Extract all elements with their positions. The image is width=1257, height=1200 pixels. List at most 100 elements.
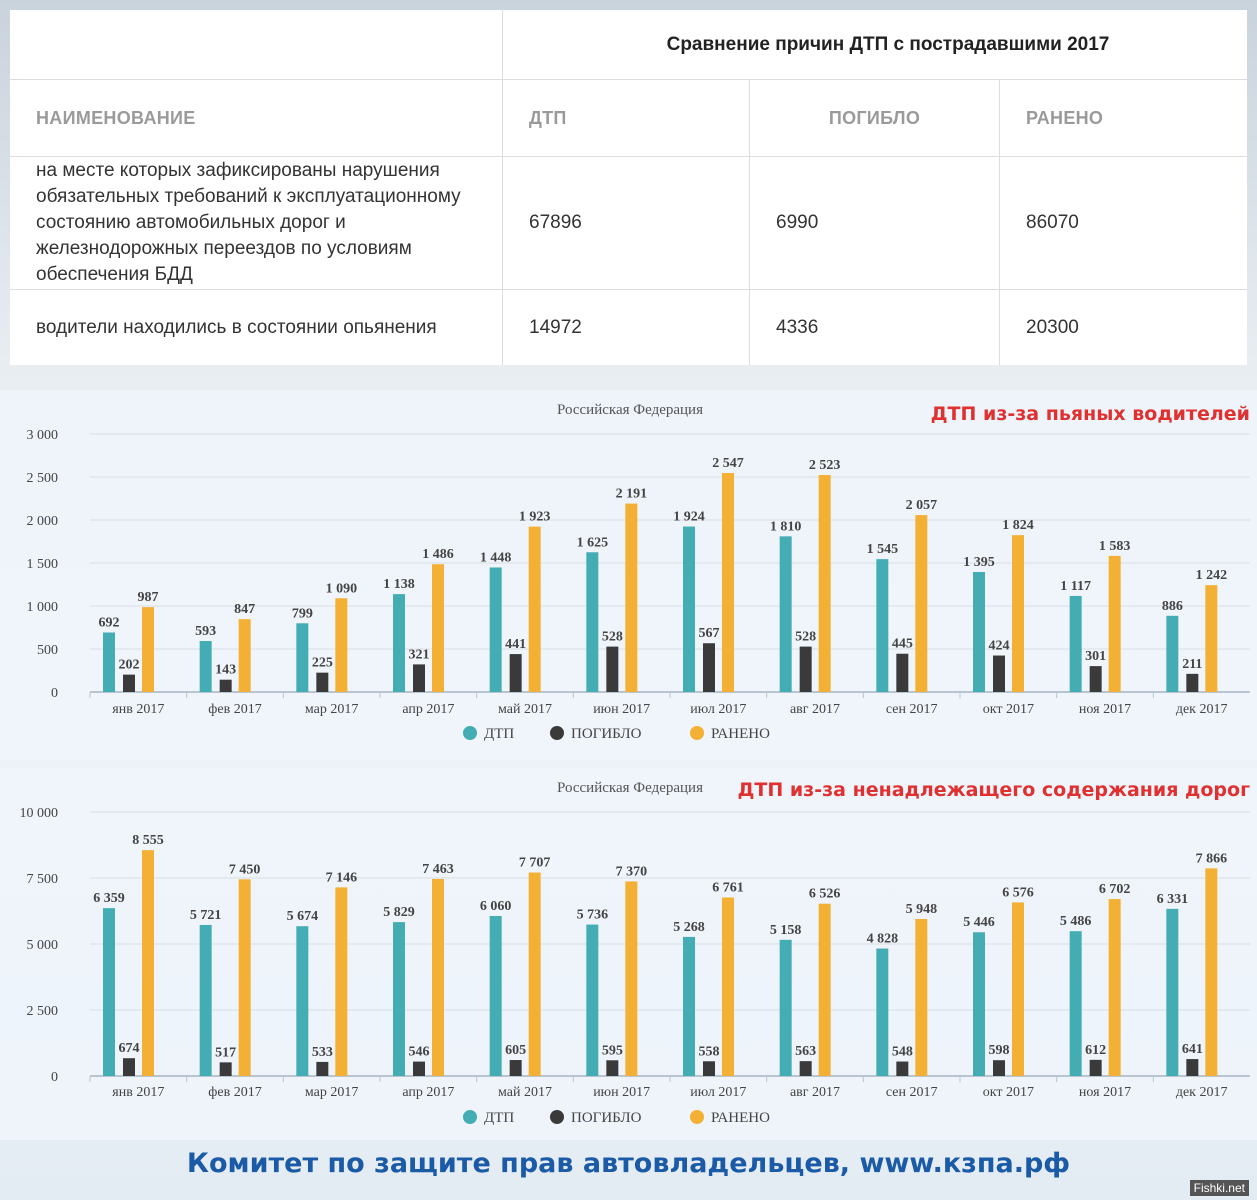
bar-погибло xyxy=(509,1060,522,1076)
bar-дтп xyxy=(683,936,695,1076)
bar-дтп xyxy=(586,552,599,692)
data-label: 799 xyxy=(292,606,313,621)
bar-ранено xyxy=(1205,585,1218,692)
data-label: 692 xyxy=(99,615,120,630)
data-label: 1 625 xyxy=(577,535,609,550)
data-label: 1 090 xyxy=(326,581,358,596)
bar-дтп xyxy=(1069,595,1082,692)
y-tick-label: 2 500 xyxy=(27,471,59,486)
bar-погибло xyxy=(993,1060,1005,1076)
bar-ранено xyxy=(142,850,154,1076)
bar-ранено xyxy=(528,872,541,1076)
bar-дтп xyxy=(876,948,889,1076)
x-tick-label: авг 2017 xyxy=(790,1085,840,1100)
bar-ранено xyxy=(722,472,734,692)
header-killed: ПОГИБЛО xyxy=(750,80,1000,157)
data-label: 567 xyxy=(699,626,720,641)
data-label: 517 xyxy=(215,1045,236,1060)
data-label: 7 146 xyxy=(326,870,358,885)
bar-ранено xyxy=(335,887,348,1076)
x-tick-label: мар 2017 xyxy=(305,1085,358,1100)
bar-ранено xyxy=(238,619,251,692)
bar-дтп xyxy=(973,572,985,692)
legend-label: РАНЕНО xyxy=(711,726,770,742)
data-label: 612 xyxy=(1085,1043,1106,1058)
bar-ранено xyxy=(238,879,251,1076)
bar-дтп xyxy=(393,594,405,692)
x-tick-label: май 2017 xyxy=(498,1085,552,1100)
bar-погибло xyxy=(123,1058,135,1076)
bar-погибло xyxy=(123,674,135,692)
bar-дтп xyxy=(103,632,115,692)
bar-погибло xyxy=(316,1061,329,1076)
bar-погибло xyxy=(799,1061,812,1076)
data-label: 1 486 xyxy=(422,547,454,562)
x-tick-label: май 2017 xyxy=(498,702,552,717)
legend-marker xyxy=(690,726,704,740)
chart-drunk-drivers: Российская Федерация ДТП из-за пьяных вод… xyxy=(0,390,1257,760)
data-label: 5 674 xyxy=(287,909,319,924)
bar-погибло xyxy=(219,679,232,692)
data-label: 4 828 xyxy=(867,932,899,947)
data-label: 7 866 xyxy=(1196,851,1228,866)
row-2-name: водители находились в состоянии опьянени… xyxy=(10,290,503,365)
y-tick-label: 2 500 xyxy=(27,1004,59,1019)
data-label: 528 xyxy=(795,630,816,645)
x-tick-label: янв 2017 xyxy=(112,1085,164,1100)
data-label: 563 xyxy=(795,1044,816,1059)
data-label: 2 523 xyxy=(809,458,841,473)
data-label: 987 xyxy=(138,590,159,605)
data-label: 6 702 xyxy=(1099,882,1131,897)
y-tick-label: 10 000 xyxy=(20,806,59,821)
y-tick-label: 500 xyxy=(37,643,58,658)
data-label: 7 370 xyxy=(616,864,648,879)
data-label: 6 761 xyxy=(712,881,744,896)
bar-дтп xyxy=(199,641,212,692)
row-1-injured: 86070 xyxy=(1000,157,1247,290)
x-tick-label: июн 2017 xyxy=(593,1085,650,1100)
data-label: 1 923 xyxy=(519,510,551,525)
data-label: 6 576 xyxy=(1002,885,1034,900)
bar-дтп xyxy=(876,559,889,692)
data-label: 6 060 xyxy=(480,899,512,914)
x-tick-label: ноя 2017 xyxy=(1079,702,1131,717)
data-label: 6 526 xyxy=(809,887,841,902)
data-label: 1 448 xyxy=(480,550,512,565)
legend-marker xyxy=(550,726,564,740)
chart-road-maintenance-svg: Российская Федерация ДТП из-за ненадлежащ… xyxy=(20,779,1251,1126)
bar-погибло xyxy=(1089,1059,1102,1076)
header-dtp: ДТП xyxy=(503,80,750,157)
data-label: 211 xyxy=(1182,657,1202,672)
legend-label: ПОГИБЛО xyxy=(571,1110,642,1126)
bar-погибло xyxy=(1186,673,1199,692)
data-label: 225 xyxy=(312,656,333,671)
bar-ранено xyxy=(1108,899,1121,1076)
legend-label: РАНЕНО xyxy=(711,1110,770,1126)
x-tick-label: сен 2017 xyxy=(886,1085,938,1100)
y-tick-label: 0 xyxy=(51,686,58,701)
data-label: 674 xyxy=(119,1041,140,1056)
bar-погибло xyxy=(896,653,909,692)
bar-дтп xyxy=(199,924,212,1076)
footer-text: Комитет по защите прав автовладельцев, w… xyxy=(186,1148,1071,1179)
y-tick-label: 5 000 xyxy=(27,938,59,953)
x-tick-label: янв 2017 xyxy=(112,702,164,717)
data-label: 1 138 xyxy=(383,577,415,592)
bar-погибло xyxy=(413,1061,425,1076)
data-label: 548 xyxy=(892,1045,913,1060)
bar-ранено xyxy=(528,526,541,692)
bar-ранено xyxy=(432,878,444,1076)
data-label: 641 xyxy=(1182,1042,1203,1057)
legend-marker xyxy=(550,1110,564,1124)
y-tick-label: 7 500 xyxy=(27,872,59,887)
x-tick-label: ноя 2017 xyxy=(1079,1085,1131,1100)
data-label: 2 057 xyxy=(906,498,938,513)
bar-погибло xyxy=(799,646,812,692)
bar-дтп xyxy=(489,567,502,692)
watermark: Fishki.net xyxy=(1189,1180,1249,1196)
row-2-injured: 20300 xyxy=(1026,316,1079,338)
bar-ранено xyxy=(1012,535,1024,692)
comparison-table: Сравнение причин ДТП с пострадавшими 201… xyxy=(10,10,1247,365)
data-label: 528 xyxy=(602,630,623,645)
data-label: 5 721 xyxy=(190,908,222,923)
